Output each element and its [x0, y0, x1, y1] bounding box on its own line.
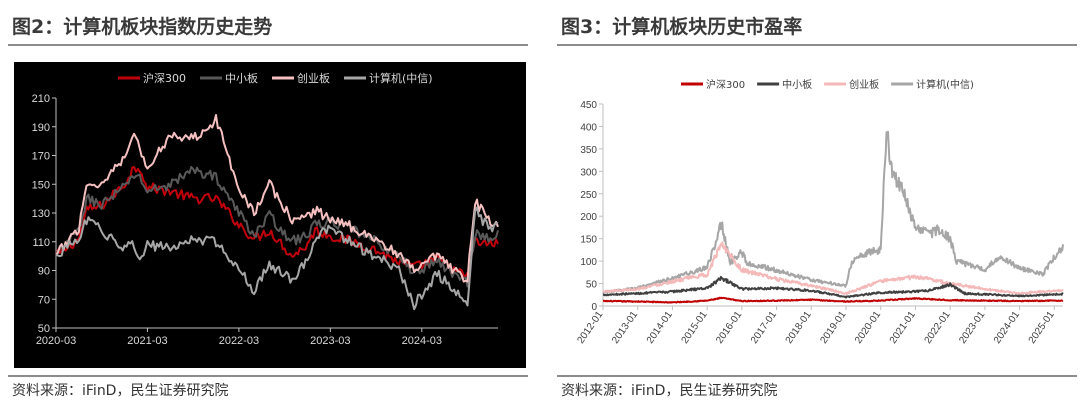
legend-label: 沪深300: [143, 71, 186, 85]
figure-panel-left: 图2：计算机板块指数历史走势 50 70 90 110 130 150 170 190 210 2…: [8, 0, 533, 404]
y-tick-label: 70: [38, 294, 50, 306]
series-line-4: [55, 206, 499, 311]
title-divider: [8, 44, 528, 46]
legend-label: 中小板: [782, 78, 812, 91]
series-line-3: [602, 241, 1064, 296]
y-tick-label: 450: [580, 100, 597, 111]
x-tick-label: 2020-03: [36, 335, 76, 347]
y-tick-label: 0: [591, 302, 597, 313]
y-tick-label: 150: [32, 179, 50, 191]
series-line-2: [55, 165, 499, 288]
figure-panel-right: 图3：计算机板块历史市盈率 0 50 100 150 200 250 300 350 400 45…: [557, 0, 1080, 404]
legend-label: 创业板: [849, 78, 879, 91]
legend-label: 计算机(中信): [916, 78, 974, 91]
y-tick-label: 200: [580, 212, 597, 223]
y-tick-label: 400: [580, 122, 597, 133]
y-tick-label: 50: [586, 280, 598, 291]
series-line-1: [602, 296, 1064, 304]
chart-background: [563, 62, 1075, 368]
legend-label: 创业板: [297, 71, 330, 85]
figure-source: 资料来源：iFinD，民生证券研究院: [561, 383, 778, 399]
legend-label: 中小板: [225, 71, 258, 85]
chart-legend: 沪深300 中小板 创业板 计算机(中信): [118, 71, 433, 85]
legend-label: 计算机(中信): [369, 71, 433, 85]
y-tick-label: 110: [32, 237, 50, 249]
y-tick-label: 300: [580, 167, 597, 178]
x-tick-label: 2024-03: [402, 335, 442, 347]
y-tick-label: 100: [580, 257, 597, 268]
y-tick-label: 210: [32, 93, 50, 105]
y-tick-label: 50: [38, 323, 50, 335]
y-tick-label: 250: [580, 190, 597, 201]
x-tick-label: 2021-03: [127, 335, 167, 347]
chart-background: [14, 62, 526, 368]
series-line-3: [55, 114, 499, 283]
y-tick-label: 170: [32, 151, 50, 163]
title-divider: [557, 44, 1077, 46]
y-tick-label: 190: [32, 122, 50, 134]
index-history-chart: 50 70 90 110 130 150 170 190 210 2020-03 2021-03 20…: [14, 62, 526, 368]
legend-label: 沪深300: [706, 78, 745, 91]
figure-title: 图2：计算机板块指数历史走势: [12, 16, 273, 38]
y-tick-label: 130: [32, 208, 50, 220]
chart-legend: 沪深300 中小板 创业板 计算机(中信): [681, 78, 974, 91]
series-line-2: [602, 275, 1064, 299]
y-tick-label: 350: [580, 145, 597, 156]
source-divider: [557, 375, 1077, 377]
y-tick-label: 150: [580, 235, 597, 246]
source-divider: [8, 375, 528, 377]
figure-source: 资料来源：iFinD，民生证券研究院: [12, 383, 229, 399]
y-tick-label: 90: [38, 266, 50, 278]
x-tick-label: 2023-03: [310, 335, 350, 347]
figure-title: 图3：计算机板块历史市盈率: [561, 16, 803, 38]
series-line-4: [602, 130, 1064, 294]
x-tick-label: 2022-03: [219, 335, 259, 347]
